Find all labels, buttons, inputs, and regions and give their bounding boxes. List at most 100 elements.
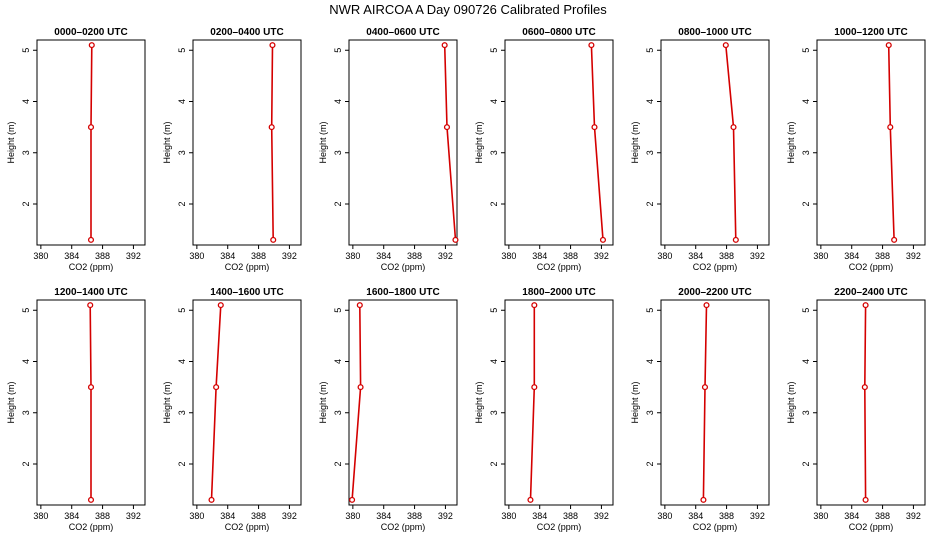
x-axis-label: CO2 (ppm) xyxy=(537,522,582,532)
data-point xyxy=(887,124,894,131)
panel: 2200–2400 UTC 380 384 388 392 2 3 4 5 CO2 (ppm) He… xyxy=(786,287,926,532)
panel: 1400–1600 UTC 380 384 388 392 2 3 4 5 CO2 (ppm) He… xyxy=(162,287,302,532)
data-point xyxy=(87,236,95,243)
y-tick-label: 4 xyxy=(645,99,655,104)
data-point xyxy=(270,236,277,243)
data-point xyxy=(722,42,729,49)
x-tick-label: 388 xyxy=(95,251,110,261)
x-axis-label: CO2 (ppm) xyxy=(693,262,738,272)
y-tick-label: 5 xyxy=(21,308,31,313)
y-tick-label: 2 xyxy=(21,201,31,206)
y-tick-label: 3 xyxy=(801,410,811,415)
y-tick-label: 2 xyxy=(489,201,499,206)
y-tick-label: 2 xyxy=(333,201,343,206)
panel: 2000–2200 UTC 380 384 388 392 2 3 4 5 CO2 (ppm) He… xyxy=(630,287,770,532)
panels-group: 0000–0200 UTC 380 384 388 392 2 3 4 5 CO2 (ppm) He… xyxy=(6,27,926,532)
plot-frame xyxy=(348,39,458,246)
data-point xyxy=(357,384,364,391)
y-tick-label: 5 xyxy=(801,48,811,53)
plot-frame xyxy=(192,299,302,506)
plot-frame xyxy=(660,299,770,506)
profile-line xyxy=(702,305,708,500)
data-point xyxy=(87,302,94,309)
y-axis-label: Height (m) xyxy=(786,381,796,423)
x-tick-label: 388 xyxy=(563,511,578,521)
x-tick-label: 384 xyxy=(532,251,547,261)
y-tick-label: 4 xyxy=(801,359,811,364)
data-point xyxy=(861,384,868,391)
data-point xyxy=(891,236,898,243)
plot-frame xyxy=(348,299,458,506)
x-axis-label: CO2 (ppm) xyxy=(849,522,894,532)
x-tick-label: 384 xyxy=(376,511,391,521)
plot-frame xyxy=(36,39,146,246)
y-axis-label: Height (m) xyxy=(474,121,484,163)
data-point xyxy=(217,302,224,309)
plot-frame xyxy=(660,39,770,246)
y-tick-label: 5 xyxy=(21,48,31,53)
panel-title: 1800–2000 UTC xyxy=(522,287,595,298)
y-tick-label: 2 xyxy=(645,201,655,206)
profile-line xyxy=(270,45,274,240)
y-axis-label: Height (m) xyxy=(6,121,16,163)
x-tick-label: 384 xyxy=(64,251,79,261)
y-tick-label: 2 xyxy=(645,461,655,466)
data-point xyxy=(862,302,869,309)
y-tick-label: 4 xyxy=(177,359,187,364)
y-tick-label: 2 xyxy=(21,461,31,466)
x-tick-label: 388 xyxy=(251,251,266,261)
y-tick-label: 4 xyxy=(333,99,343,104)
y-tick-label: 5 xyxy=(645,308,655,313)
panel: 0200–0400 UTC 380 384 388 392 2 3 4 5 CO2 (ppm) He… xyxy=(162,27,302,272)
panel-title: 2200–2400 UTC xyxy=(834,287,907,298)
x-tick-label: 392 xyxy=(438,511,453,521)
y-axis-label: Height (m) xyxy=(162,381,172,423)
y-tick-label: 3 xyxy=(645,410,655,415)
panel: 0800–1000 UTC 380 384 388 392 2 3 4 5 CO2 (ppm) He… xyxy=(630,27,770,272)
x-tick-label: 380 xyxy=(657,511,672,521)
x-tick-label: 380 xyxy=(501,511,516,521)
panel: 0400–0600 UTC 380 384 388 392 2 3 4 5 CO2 (ppm) He… xyxy=(318,27,459,272)
data-point xyxy=(700,496,707,503)
profile-line xyxy=(725,45,737,240)
y-axis-label: Height (m) xyxy=(6,381,16,423)
x-tick-label: 380 xyxy=(345,511,360,521)
x-tick-label: 384 xyxy=(688,251,703,261)
data-point xyxy=(885,42,892,49)
x-tick-label: 392 xyxy=(906,511,921,521)
data-point xyxy=(87,496,95,503)
x-tick-label: 388 xyxy=(875,251,890,261)
x-tick-label: 388 xyxy=(95,511,110,521)
plot-frame xyxy=(816,299,926,506)
data-point xyxy=(213,384,220,391)
data-point xyxy=(703,302,710,309)
y-tick-label: 3 xyxy=(801,150,811,155)
y-tick-label: 5 xyxy=(333,308,343,313)
y-tick-label: 5 xyxy=(489,308,499,313)
panel: 0000–0200 UTC 380 384 388 392 2 3 4 5 CO2 (ppm) He… xyxy=(6,27,146,272)
plot-frame xyxy=(504,299,614,506)
y-tick-label: 5 xyxy=(489,48,499,53)
plot-frame xyxy=(36,299,146,506)
y-tick-label: 5 xyxy=(645,48,655,53)
y-axis-label: Height (m) xyxy=(474,381,484,423)
y-tick-label: 5 xyxy=(333,48,343,53)
data-point xyxy=(591,124,598,131)
panel-title: 1400–1600 UTC xyxy=(210,287,283,298)
panel-title: 1000–1200 UTC xyxy=(834,27,907,38)
x-tick-label: 392 xyxy=(126,511,141,521)
x-tick-label: 392 xyxy=(750,511,765,521)
panel-title: 1600–1800 UTC xyxy=(366,287,439,298)
y-tick-label: 4 xyxy=(21,359,31,364)
x-axis-label: CO2 (ppm) xyxy=(381,522,426,532)
y-tick-label: 2 xyxy=(333,461,343,466)
panel-title: 0200–0400 UTC xyxy=(210,27,283,38)
data-point xyxy=(862,496,869,503)
data-point xyxy=(531,384,538,391)
x-tick-label: 380 xyxy=(657,251,672,261)
x-tick-label: 392 xyxy=(282,511,297,521)
y-tick-label: 3 xyxy=(177,410,187,415)
y-tick-label: 4 xyxy=(177,99,187,104)
profile-line xyxy=(443,45,457,240)
x-tick-label: 388 xyxy=(875,511,890,521)
